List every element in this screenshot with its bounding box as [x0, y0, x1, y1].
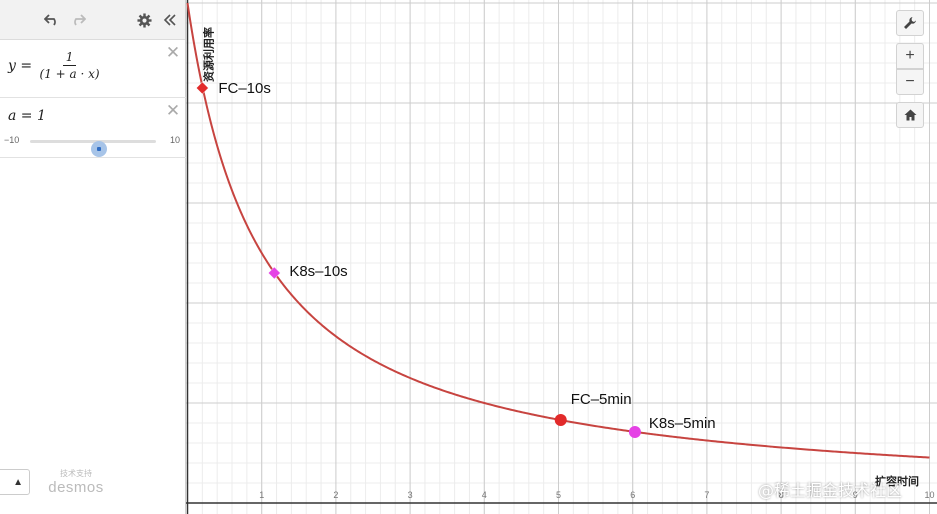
gear-icon[interactable]	[132, 8, 156, 32]
data-point-label: FC–5min	[571, 391, 632, 408]
close-icon[interactable]: ✕	[165, 101, 181, 120]
powered-by[interactable]: 技术支持 desmos	[44, 468, 108, 496]
double-chevron-left-icon[interactable]	[158, 8, 182, 32]
x-tick-label: 6	[630, 490, 635, 500]
powered-by-caption: 技术支持	[60, 469, 92, 478]
chart-svg[interactable]: 123456789100.20.40.60.81扩容时间资源利用率FC–10sK…	[186, 0, 937, 514]
zoom-out-button[interactable]: −	[896, 69, 924, 95]
data-point-marker	[195, 81, 209, 95]
keyboard-toggle-button[interactable]: ▲	[0, 469, 30, 495]
slider[interactable]: −10 10	[4, 132, 182, 157]
zoom-in-button[interactable]: +	[896, 43, 924, 69]
data-point-group: K8s–5min	[628, 415, 716, 438]
data-point-group: FC–10s	[195, 80, 271, 97]
desmos-logo: desmos	[48, 479, 104, 496]
undo-icon[interactable]	[40, 8, 64, 32]
data-point-group: K8s–10s	[267, 263, 348, 280]
y-axis-label: 资源利用率	[202, 27, 216, 82]
slider-variable: a = 1	[8, 108, 46, 124]
x-tick-label: 5	[556, 490, 561, 500]
x-tick-label: 10	[924, 490, 934, 500]
formula-lhs: y =	[8, 58, 33, 74]
data-point-label: FC–10s	[218, 80, 271, 97]
graph-paper[interactable]: 123456789100.20.40.60.81扩容时间资源利用率FC–10sK…	[186, 0, 937, 514]
data-point-group: FC–5min	[554, 391, 632, 426]
chevron-up-icon: ▲	[13, 476, 23, 488]
expression-function[interactable]: ✕ y = 1 (1 + a · x)	[0, 40, 186, 98]
x-tick-label: 7	[704, 490, 709, 500]
formula-fraction: 1 (1 + a · x)	[37, 50, 103, 82]
expression-toolbar	[0, 0, 185, 40]
x-tick-label: 9	[853, 490, 858, 500]
slider-track[interactable]	[30, 140, 156, 157]
grid-lines	[186, 0, 937, 514]
data-point-label: K8s–5min	[649, 415, 716, 432]
x-tick-label: 1	[259, 490, 264, 500]
data-point-marker	[554, 414, 567, 426]
function-formula: y = 1 (1 + a · x)	[8, 50, 103, 82]
expression-slider-a[interactable]: ✕ a = 1 −10 10	[0, 98, 186, 158]
formula-numerator: 1	[62, 50, 77, 66]
watermark: @稀土掘金技术社区	[758, 481, 903, 500]
home-icon[interactable]	[896, 102, 924, 128]
close-icon[interactable]: ✕	[165, 43, 181, 62]
x-tick-label: 2	[333, 490, 338, 500]
data-point-marker	[267, 266, 281, 280]
x-tick-label: 3	[408, 490, 413, 500]
slider-max-label: 10	[169, 135, 180, 145]
formula-denominator: (1 + a · x)	[39, 67, 100, 81]
x-tick-label: 8	[779, 490, 784, 500]
data-point-label: K8s–10s	[289, 263, 347, 280]
x-axis-label: 扩容时间	[875, 474, 919, 488]
expression-list: ✕ y = 1 (1 + a · x) ✕ a = 1 −10 10 ▲ 技术支…	[0, 0, 186, 514]
plus-icon: +	[905, 47, 915, 64]
minus-icon: −	[905, 73, 915, 90]
slider-min-label: −10	[4, 135, 20, 145]
data-point-marker	[628, 426, 641, 438]
slider-handle[interactable]	[91, 141, 108, 157]
redo-icon[interactable]	[66, 8, 90, 32]
x-tick-label: 4	[482, 490, 487, 500]
wrench-icon[interactable]	[896, 10, 924, 36]
